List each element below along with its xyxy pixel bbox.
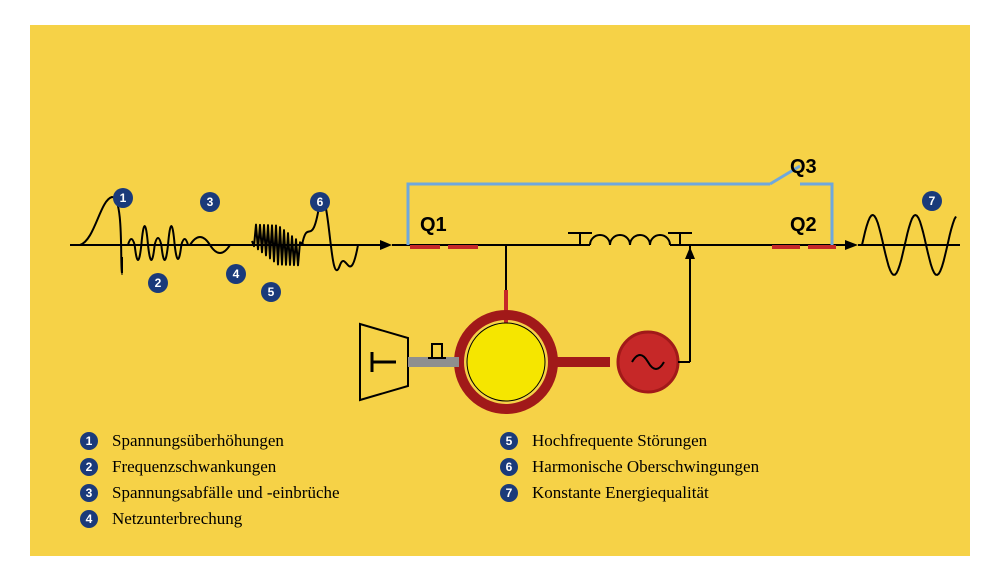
diagram-badge-1: 1 bbox=[113, 188, 133, 208]
legend-text-5: Hochfrequente Störungen bbox=[532, 431, 707, 451]
legend-text-4: Netzunterbrechung bbox=[112, 509, 242, 529]
legend-item-4: 4 Netzunterbrechung bbox=[80, 509, 500, 529]
legend-text-2: Frequenzschwankungen bbox=[112, 457, 276, 477]
legend-item-1: 1 Spannungsüberhöhungen bbox=[80, 431, 500, 451]
legend: 1 Spannungsüberhöhungen 2 Frequenzschwankun… bbox=[80, 431, 920, 529]
legend-badge-6: 6 bbox=[500, 458, 518, 476]
diagram-badge-5: 5 bbox=[261, 282, 281, 302]
diagram-badge-7: 7 bbox=[922, 191, 942, 211]
switch-label-q2: Q2 bbox=[790, 214, 817, 237]
legend-col-left: 1 Spannungsüberhöhungen 2 Frequenzschwankun… bbox=[80, 431, 500, 529]
legend-item-7: 7 Konstante Energiequalität bbox=[500, 483, 920, 503]
legend-text-3: Spannungsabfälle und -einbrüche bbox=[112, 483, 340, 503]
legend-badge-7: 7 bbox=[500, 484, 518, 502]
legend-badge-3: 3 bbox=[80, 484, 98, 502]
legend-badge-5: 5 bbox=[500, 432, 518, 450]
diagram-badge-3: 3 bbox=[200, 192, 220, 212]
switch-label-q1: Q1 bbox=[420, 214, 447, 237]
legend-col-right: 5 Hochfrequente Störungen 6 Harmonische Obe… bbox=[500, 431, 920, 529]
legend-text-1: Spannungsüberhöhungen bbox=[112, 431, 284, 451]
legend-badge-2: 2 bbox=[80, 458, 98, 476]
diagram-badge-2: 2 bbox=[148, 273, 168, 293]
diagram-canvas: Q1 Q2 Q3 1234567 1Spannungsüberhöhungen2… bbox=[0, 0, 1000, 581]
legend-badge-1: 1 bbox=[80, 432, 98, 450]
legend-item-3: 3 Spannungsabfälle und -einbrüche bbox=[80, 483, 500, 503]
legend-text-6: Harmonische Oberschwingungen bbox=[532, 457, 759, 477]
switch-label-q3: Q3 bbox=[790, 156, 817, 179]
diagram-badge-4: 4 bbox=[226, 264, 246, 284]
legend-item-6: 6 Harmonische Oberschwingungen bbox=[500, 457, 920, 477]
legend-item-5: 5 Hochfrequente Störungen bbox=[500, 431, 920, 451]
legend-text-7: Konstante Energiequalität bbox=[532, 483, 709, 503]
legend-item-2: 2 Frequenzschwankungen bbox=[80, 457, 500, 477]
diagram-badge-6: 6 bbox=[310, 192, 330, 212]
legend-badge-4: 4 bbox=[80, 510, 98, 528]
